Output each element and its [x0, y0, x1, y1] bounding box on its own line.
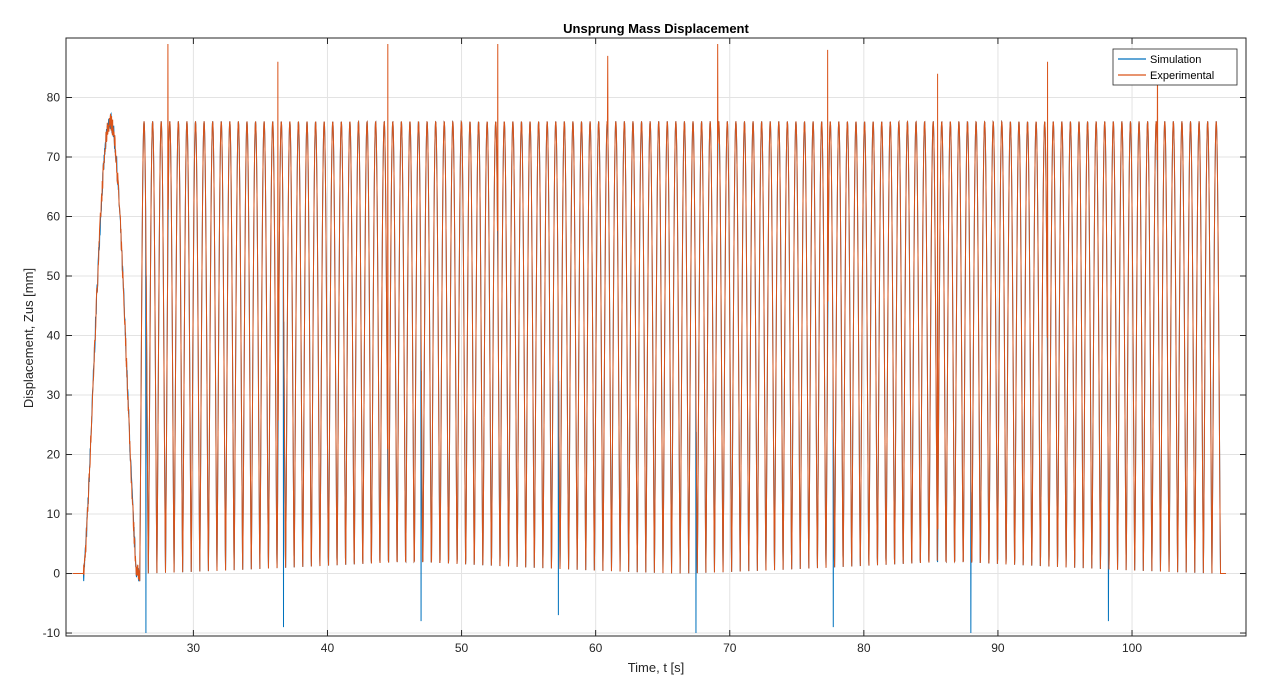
axes: 30 40 50 60 70 80 90 100 -10 0 10 20 30 40 50 60 70 80	[43, 38, 1246, 655]
legend: Simulation Experimental	[1112, 48, 1238, 86]
y-tick-label: 40	[47, 329, 61, 343]
legend-label-simulation: Simulation	[1150, 54, 1201, 66]
x-tick-label: 40	[321, 641, 335, 655]
series-group	[72, 43, 1226, 634]
y-tick-label: 70	[47, 150, 61, 164]
x-tick-label: 80	[857, 641, 871, 655]
legend-box	[1112, 48, 1238, 86]
y-tick-label: -10	[43, 626, 61, 640]
x-tick-label: 60	[589, 641, 603, 655]
y-tick-label: 30	[47, 388, 61, 402]
y-tick-label: 0	[53, 567, 60, 581]
legend-label-experimental: Experimental	[1150, 70, 1214, 82]
x-tick-label: 100	[1122, 641, 1142, 655]
x-axis-label: Time, t [s]	[628, 660, 685, 675]
x-tick-label: 30	[187, 641, 201, 655]
y-tick-label: 80	[47, 91, 61, 105]
y-tick-label: 20	[47, 448, 61, 462]
y-tick-label: 10	[47, 507, 61, 521]
series-line-experimental	[72, 43, 1226, 582]
chart-title: Unsprung Mass Displacement	[563, 21, 749, 36]
x-tick-label: 70	[723, 641, 737, 655]
y-tick-label: 60	[47, 210, 61, 224]
y-tick-label: 50	[47, 269, 61, 283]
x-tick-label: 50	[455, 641, 469, 655]
y-axis-label: Displacement, Zus [mm]	[21, 268, 36, 408]
plot-frame	[65, 37, 1247, 637]
x-tick-label: 90	[991, 641, 1005, 655]
